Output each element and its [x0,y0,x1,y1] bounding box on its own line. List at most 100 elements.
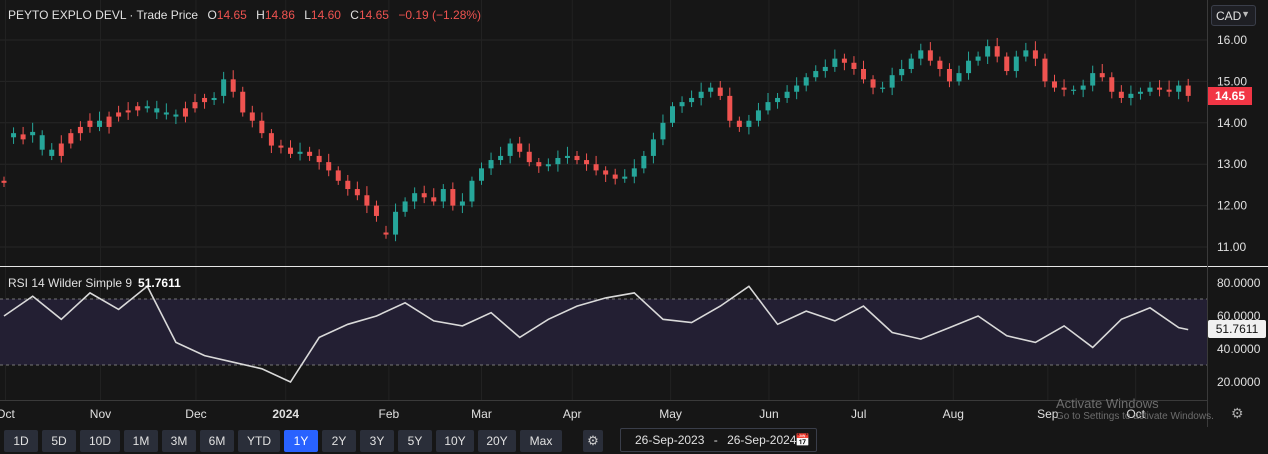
candle-body [946,68,952,82]
candle-body [106,116,112,127]
candle-body [326,162,332,171]
currency-select[interactable]: CAD ▼ [1211,5,1256,26]
candle-body [30,131,36,136]
range-button-1d[interactable]: 1D [4,430,38,452]
candle-body [383,232,389,235]
candle-body [1090,73,1096,86]
range-button-1y[interactable]: 1Y [284,430,318,452]
candle-body [641,155,647,169]
legend-separator: · [129,8,134,22]
candle-body [794,85,800,92]
candle-body [297,151,303,154]
high-label: H [256,8,265,22]
candle-body [39,135,45,150]
candle-body [670,106,675,123]
candle-body [1157,87,1163,90]
calendar-icon: 📅 [795,433,810,447]
candle-body [861,68,866,80]
candle-body [622,176,628,179]
range-button-ytd[interactable]: YTD [238,430,280,452]
candle-body [1,180,7,183]
range-button-6m[interactable]: 6M [200,430,234,452]
candle-body [1004,56,1010,72]
candle-body [1099,73,1105,78]
candle-body [135,106,141,111]
candle-body [402,201,408,212]
price-tick-label: 11.00 [1217,240,1246,254]
rsi-value-tag: 51.7611 [1208,320,1266,338]
candle-body [1032,50,1038,59]
range-button-2y[interactable]: 2Y [322,430,356,452]
range-button-3y[interactable]: 3Y [360,430,394,452]
candle-body [1166,89,1172,92]
price-tick-label: 14.00 [1217,116,1247,130]
currency-label: CAD [1216,9,1242,23]
candle-body [545,164,551,167]
candle-body [307,151,313,156]
candle-body [259,120,265,134]
rsi-tick-label: 80.0000 [1217,276,1261,290]
range-button-1m[interactable]: 1M [124,430,158,452]
range-button-10y[interactable]: 10Y [436,430,474,452]
candle-body [1137,91,1143,94]
candle-body [1128,93,1134,98]
date-range-picker[interactable]: 26-Sep-2023 - 26-Sep-2024 📅 [620,428,817,452]
range-button-3m[interactable]: 3M [162,430,196,452]
candle-body [144,106,150,109]
candle-body [1052,81,1057,88]
candle-body [727,95,733,121]
candle-body [736,120,742,127]
candle-body [240,91,246,113]
gear-icon[interactable]: ⚙ [583,430,603,452]
candle-body [221,79,227,96]
price-legend: PEYTO EXPLO DEVL · Trade Price O14.65 H1… [8,8,481,22]
candle-body [841,58,847,63]
chart-canvas[interactable]: 16.00 15.00 14.00 13.00 12.00 11.00 80.0000 60… [0,0,1268,427]
candle-body [268,133,274,146]
price-tick-label: 15.00 [1217,74,1247,88]
candle-body [87,120,93,127]
candle-body [49,149,55,156]
time-tick-label: 2024 [272,407,299,421]
candle-body [97,120,102,127]
candle-body [450,189,456,206]
price-tick-label: 16.00 [1217,33,1247,47]
candle-body [163,112,169,115]
close-label: C [350,8,359,22]
candle-body [870,79,876,88]
candle-body [994,46,1000,57]
candle-body [498,155,504,161]
axis-settings-icon[interactable]: ⚙ [1231,405,1244,421]
candle-body [345,180,351,190]
candle-body [393,211,399,235]
watermark-subtitle: Go to Settings to activate Windows. [1056,411,1214,422]
rsi-legend: RSI 14 Wilder Simple 9 51.7611 [8,276,181,290]
candle-body [116,112,122,117]
rsi-tick-label: 60.0000 [1217,309,1261,323]
range-button-5d[interactable]: 5D [42,430,76,452]
rsi-tick-label: 20.0000 [1217,375,1261,389]
candle-body [373,205,379,216]
candle-body [469,180,475,202]
range-button-5y[interactable]: 5Y [398,430,432,452]
range-button-20y[interactable]: 20Y [478,430,516,452]
change-value: −0.19 (−1.28%) [398,8,482,22]
candle-body [536,162,542,167]
candle-body [431,197,437,202]
candle-body [593,164,599,171]
candle-body [479,168,484,181]
range-button-10d[interactable]: 10D [80,430,120,452]
candle-body [288,147,293,154]
bottom-toolbar: 1D 5D 10D 1M 3M 6M YTD 1Y 2Y 3Y 5Y 10Y 20Y Max ⚙ 26-S… [0,427,1268,454]
candle-body [211,97,217,101]
candle-body [354,189,360,196]
price-type: Trade Price [136,8,199,22]
range-button-max[interactable]: Max [520,430,562,452]
time-tick-label: Apr [563,407,582,421]
candle-body [851,62,857,69]
candle-body [660,122,666,140]
candle-body [1013,56,1019,72]
candle-body [517,143,523,152]
candle-body [11,133,17,138]
time-axis: Oct Nov Dec 2024 Feb Mar Apr May Jun Jul Aug Sep Oct [0,407,1146,421]
